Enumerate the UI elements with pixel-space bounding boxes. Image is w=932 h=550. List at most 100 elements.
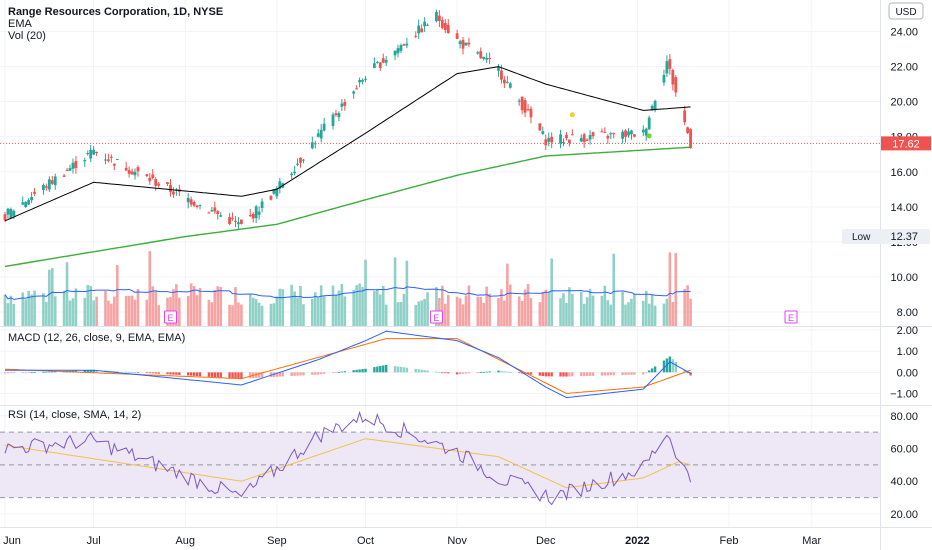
volume-bar (240, 304, 243, 326)
candle-body (609, 133, 613, 135)
volume-bar (219, 287, 223, 326)
candle-body (562, 141, 565, 143)
macd-histogram-bar (133, 372, 137, 374)
macd-histogram-bar (74, 370, 78, 373)
macd-pane[interactable] (3, 330, 692, 399)
candle-body (455, 33, 459, 39)
macd-histogram-bar (526, 372, 530, 375)
macd-line (5, 330, 691, 399)
candle-body (529, 108, 533, 118)
macd-histogram-bar (234, 372, 237, 379)
candle-body (426, 24, 429, 26)
candle-body (633, 134, 636, 137)
macd-histogram-bar (172, 372, 175, 375)
volume-bar (373, 291, 376, 326)
volume-bar (547, 292, 551, 326)
volume-bar (396, 302, 400, 326)
candle-body (384, 59, 388, 63)
candle-body (591, 132, 595, 137)
macd-histogram-bar (686, 372, 689, 374)
candle-body (437, 15, 441, 22)
macd-histogram-bar (237, 372, 240, 379)
volume-bar (476, 296, 480, 326)
volume-bar (216, 286, 220, 326)
candle-body (112, 163, 116, 166)
macd-histogram-bar (337, 372, 341, 373)
currency-button[interactable]: USD (888, 2, 924, 20)
macd-histogram-bar (580, 372, 583, 377)
candle-body (547, 137, 551, 142)
macd-histogram-bar (355, 369, 358, 373)
candle-body (612, 133, 616, 135)
price-tick-label: 24.00 (890, 27, 918, 39)
signal-dot-green (646, 133, 652, 139)
volume-bar (133, 299, 137, 326)
candle-body (12, 210, 16, 216)
volume-bar (384, 304, 388, 326)
candle-body (467, 42, 471, 45)
candle-body (53, 176, 57, 186)
low-label: Low (852, 232, 871, 243)
macd-histogram-bar (402, 367, 406, 373)
candle-body (50, 180, 54, 184)
ema-long-line (4, 146, 691, 268)
candle-body (423, 21, 427, 27)
candle-body (219, 215, 223, 217)
volume-bar (544, 289, 548, 326)
candle-body (485, 57, 489, 60)
volume-bar (582, 303, 586, 326)
earnings-marker-box (429, 310, 443, 324)
volume-bar (624, 304, 627, 326)
volume-bar (42, 293, 45, 326)
candle-body (482, 56, 486, 59)
time-tick-label: Sep (267, 535, 287, 547)
volume-bar (210, 302, 214, 326)
candle-body (278, 181, 282, 189)
candle-body (198, 205, 202, 207)
volume-bar (136, 289, 140, 326)
earnings-marker: E (784, 310, 798, 324)
macd-histogram-bar (683, 370, 686, 373)
volume-bar (671, 301, 675, 326)
candle-body (650, 106, 654, 111)
macd-histogram-bar (547, 372, 550, 377)
candle-body (337, 113, 341, 118)
volume-bar (110, 303, 113, 326)
macd-histogram-bar (503, 371, 506, 373)
earnings-marker-box (784, 310, 798, 324)
volume-bar (376, 288, 379, 326)
candle-body (192, 201, 196, 206)
volume-bar (500, 289, 503, 326)
volume-bar (316, 297, 320, 326)
candle-body (343, 101, 347, 106)
candle-body (662, 74, 666, 83)
candle-body (319, 129, 323, 139)
macd-histogram-bar (379, 366, 382, 373)
last-price-value: 17.62 (892, 138, 920, 150)
candle-body (497, 67, 500, 71)
candle-body (683, 110, 687, 123)
rsi-pane[interactable] (0, 410, 880, 506)
volume-bar (358, 283, 361, 326)
candle-body (42, 184, 45, 191)
candle-body (107, 159, 110, 161)
earnings-marker-label: E (433, 313, 439, 323)
macd-histogram-bar (24, 372, 27, 374)
volume-bar (603, 285, 607, 326)
candle-body (74, 160, 78, 169)
candle-body (189, 199, 193, 205)
time-tick-label: Dec (536, 535, 556, 547)
volume-bar (322, 296, 326, 326)
candle-body (62, 175, 66, 177)
candle-body (508, 83, 512, 88)
macd-histogram-bar (671, 359, 675, 373)
macd-histogram-bar (116, 371, 119, 373)
candle-body (157, 183, 161, 186)
macd-histogram-bar (606, 372, 610, 376)
volume-bar (130, 295, 134, 326)
macd-histogram-bar (278, 372, 282, 377)
macd-histogram-bar (343, 371, 347, 373)
volume-bar (644, 290, 648, 326)
